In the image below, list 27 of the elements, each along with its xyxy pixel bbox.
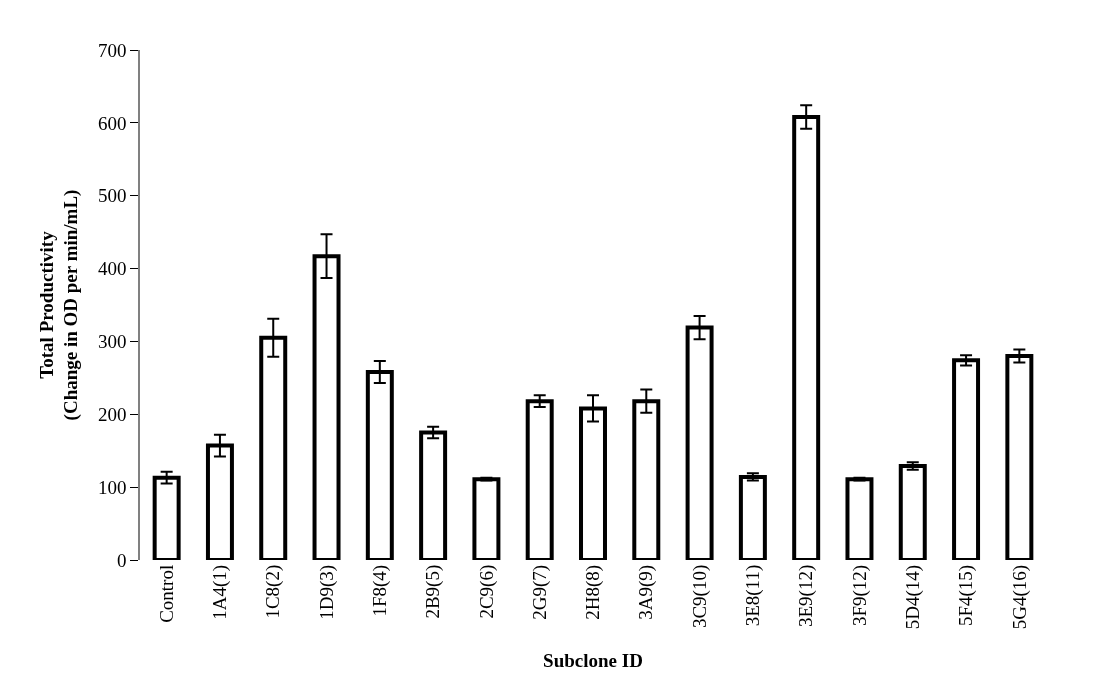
- y-tick-label: 700: [97, 39, 127, 61]
- y-axis-title: Total Productivity (Change in OD per min/mL): [35, 189, 83, 421]
- x-tick-label: Control: [155, 564, 177, 623]
- x-tick-label: 2G9(7): [528, 564, 551, 620]
- x-tick-label: 3E8(11): [742, 564, 765, 627]
- x-tick-label: 3F9(12): [848, 564, 871, 627]
- y-tick-label: 0: [116, 549, 127, 571]
- x-tick-label: 2B9(5): [422, 564, 445, 619]
- y-tick-label: 300: [97, 331, 127, 353]
- x-tick-label: 3C9(10): [688, 564, 711, 629]
- x-tick-label: 1F8(4): [368, 564, 391, 617]
- x-axis-title: Subclone ID: [543, 649, 643, 671]
- x-tick-label: 5F4(15): [955, 564, 978, 627]
- x-tick-label: 5D4(14): [901, 564, 924, 630]
- x-tick-label: 5G4(16): [1008, 564, 1031, 630]
- y-tick-label: 600: [97, 112, 127, 134]
- y-tick-label: 100: [97, 476, 127, 498]
- x-tick-label: 3E9(12): [795, 564, 818, 628]
- x-tick-label: 1A4(1): [209, 564, 232, 620]
- y-tick-label: 500: [97, 185, 127, 207]
- x-tick-label: 1D9(3): [315, 564, 338, 620]
- y-tick-label: 200: [97, 403, 127, 425]
- x-tick-label: 2C9(6): [475, 564, 498, 619]
- y-tick-label: 400: [97, 258, 127, 280]
- x-tick-label: 1C8(2): [262, 564, 285, 619]
- x-tick-label: 3A9(9): [635, 564, 658, 620]
- x-tick-label: 2H8(8): [582, 564, 605, 620]
